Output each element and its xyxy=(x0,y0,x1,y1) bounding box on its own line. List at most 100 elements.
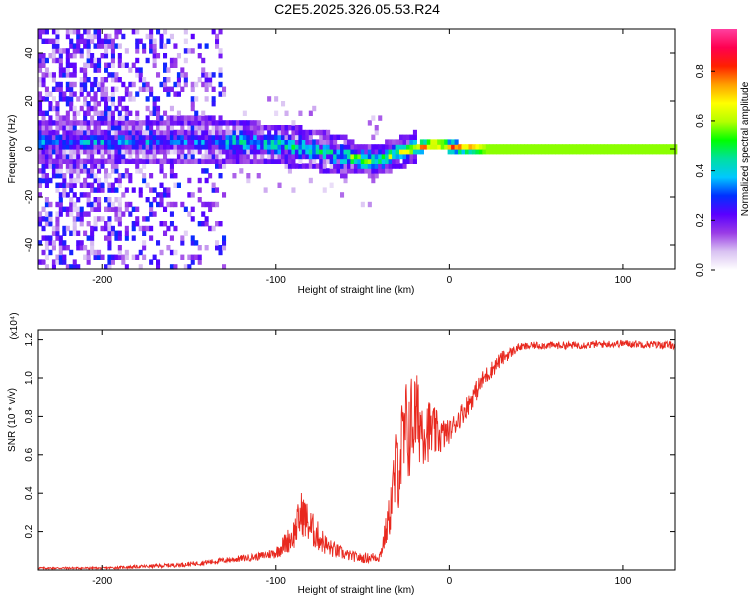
spectrogram-cell xyxy=(291,134,296,140)
spectrogram-cell xyxy=(69,53,74,59)
spectrogram-cell xyxy=(41,38,46,44)
spectrogram-cell xyxy=(51,168,56,174)
spectrogram-cell xyxy=(93,77,98,83)
spectrogram-cell xyxy=(107,230,112,236)
spectrogram-cell xyxy=(83,144,88,150)
spectrogram-cell xyxy=(142,245,147,251)
spectrogram-cell xyxy=(277,125,282,131)
spectrogram-cell xyxy=(412,158,417,164)
spectrogram-cell xyxy=(291,187,296,193)
spectrogram-cell xyxy=(149,129,154,136)
spectrogram-cell xyxy=(110,72,115,78)
spectrogram-cell xyxy=(90,96,95,102)
spectrogram-cell xyxy=(48,72,53,78)
spectrogram-cell xyxy=(62,245,67,251)
spectrogram-cell xyxy=(93,216,98,222)
spectrogram-cell xyxy=(235,144,240,150)
spectrogram-cell xyxy=(131,62,136,68)
spectrogram-cell xyxy=(110,134,115,140)
spectrogram-cell xyxy=(142,158,147,164)
spectrogram-cell xyxy=(399,139,404,145)
spectrogram-cell xyxy=(135,158,140,164)
spectrogram-cell xyxy=(149,134,154,140)
spectrogram-cell xyxy=(97,158,102,164)
spectrogram-cell xyxy=(145,120,150,126)
spectrogram-cell xyxy=(169,86,174,92)
spectrogram-cell xyxy=(114,144,119,150)
spectrogram-cell xyxy=(142,163,147,169)
spectrogram-cell xyxy=(145,86,150,92)
spectrogram-cell xyxy=(41,81,46,88)
spectrogram-cell xyxy=(218,144,223,150)
spectrogram-cell xyxy=(628,144,633,150)
spectrogram-cell xyxy=(114,125,119,131)
spectrogram-cell xyxy=(117,245,122,251)
spectrogram-ytick-label: 40 xyxy=(24,47,35,59)
spectrogram-cell xyxy=(169,105,174,112)
spectrogram-cell xyxy=(128,158,133,164)
spectrogram-cell xyxy=(183,153,188,160)
spectrogram-cell xyxy=(58,134,63,140)
spectrogram-cell xyxy=(65,96,70,102)
spectrogram-cell xyxy=(51,48,56,54)
spectrogram-cell xyxy=(117,182,122,188)
spectrogram-cell xyxy=(260,134,265,140)
spectrogram-cell xyxy=(392,149,397,155)
spectrogram-cell xyxy=(381,163,386,169)
spectrogram-cell xyxy=(100,254,105,260)
spectrogram-cell xyxy=(551,149,556,155)
spectrogram-cell xyxy=(610,149,615,155)
spectrogram-cell xyxy=(239,129,244,136)
snr-xtick-label: -100 xyxy=(266,576,286,587)
spectrogram-cell xyxy=(201,139,206,145)
spectrogram-cell xyxy=(58,62,63,68)
spectrogram-cell xyxy=(44,173,49,179)
spectrogram-cell xyxy=(93,206,98,212)
spectrogram-cell xyxy=(124,230,129,236)
spectrogram-cell xyxy=(76,48,81,54)
spectrogram-cell xyxy=(76,216,81,222)
spectrogram-cell xyxy=(350,139,355,145)
spectrogram-cell xyxy=(117,134,122,140)
spectrogram-cell xyxy=(138,129,143,136)
spectrogram-cell xyxy=(135,110,140,116)
spectrogram-cell xyxy=(322,153,327,160)
spectrogram-cell xyxy=(41,168,46,174)
spectrogram-cell xyxy=(586,149,591,155)
spectrogram-cell xyxy=(38,129,43,136)
spectrogram-cell xyxy=(97,57,102,64)
spectrogram-cell xyxy=(93,29,98,35)
spectrogram-cell xyxy=(58,259,63,265)
spectrogram-cell xyxy=(58,153,63,160)
spectrogram-cell xyxy=(277,134,282,140)
spectrogram-cell xyxy=(635,149,640,155)
spectrogram-cell xyxy=(336,149,341,155)
spectrogram-cell xyxy=(333,144,338,150)
spectrogram-cell xyxy=(117,115,122,121)
spectrogram-cell xyxy=(55,48,60,54)
spectrogram-cell xyxy=(124,129,129,136)
spectrogram-cell xyxy=(267,125,272,131)
spectrogram-cell xyxy=(218,91,223,97)
spectrogram-cell xyxy=(41,144,46,150)
spectrogram-cell xyxy=(343,163,348,169)
spectrogram-cell xyxy=(55,86,60,92)
spectrogram-cell xyxy=(326,168,331,174)
colorbar-label: Normalized spectral amplitude xyxy=(740,81,750,216)
spectrogram-cell xyxy=(173,264,178,270)
spectrogram-cell xyxy=(347,168,352,174)
spectrogram-cell xyxy=(100,43,105,49)
spectrogram-cell xyxy=(97,43,102,49)
spectrogram-cell xyxy=(65,101,70,107)
spectrogram-cell xyxy=(121,254,126,260)
spectrogram-cell xyxy=(166,225,171,232)
spectrogram-cell xyxy=(55,120,60,126)
spectrogram-cell xyxy=(242,149,247,155)
spectrogram-cell xyxy=(107,105,112,112)
spectrogram-cell xyxy=(93,149,98,155)
spectrogram-cell xyxy=(62,48,67,54)
spectrogram-cell xyxy=(183,29,188,35)
spectrogram-cell xyxy=(166,144,171,150)
spectrogram-cell xyxy=(79,163,84,169)
